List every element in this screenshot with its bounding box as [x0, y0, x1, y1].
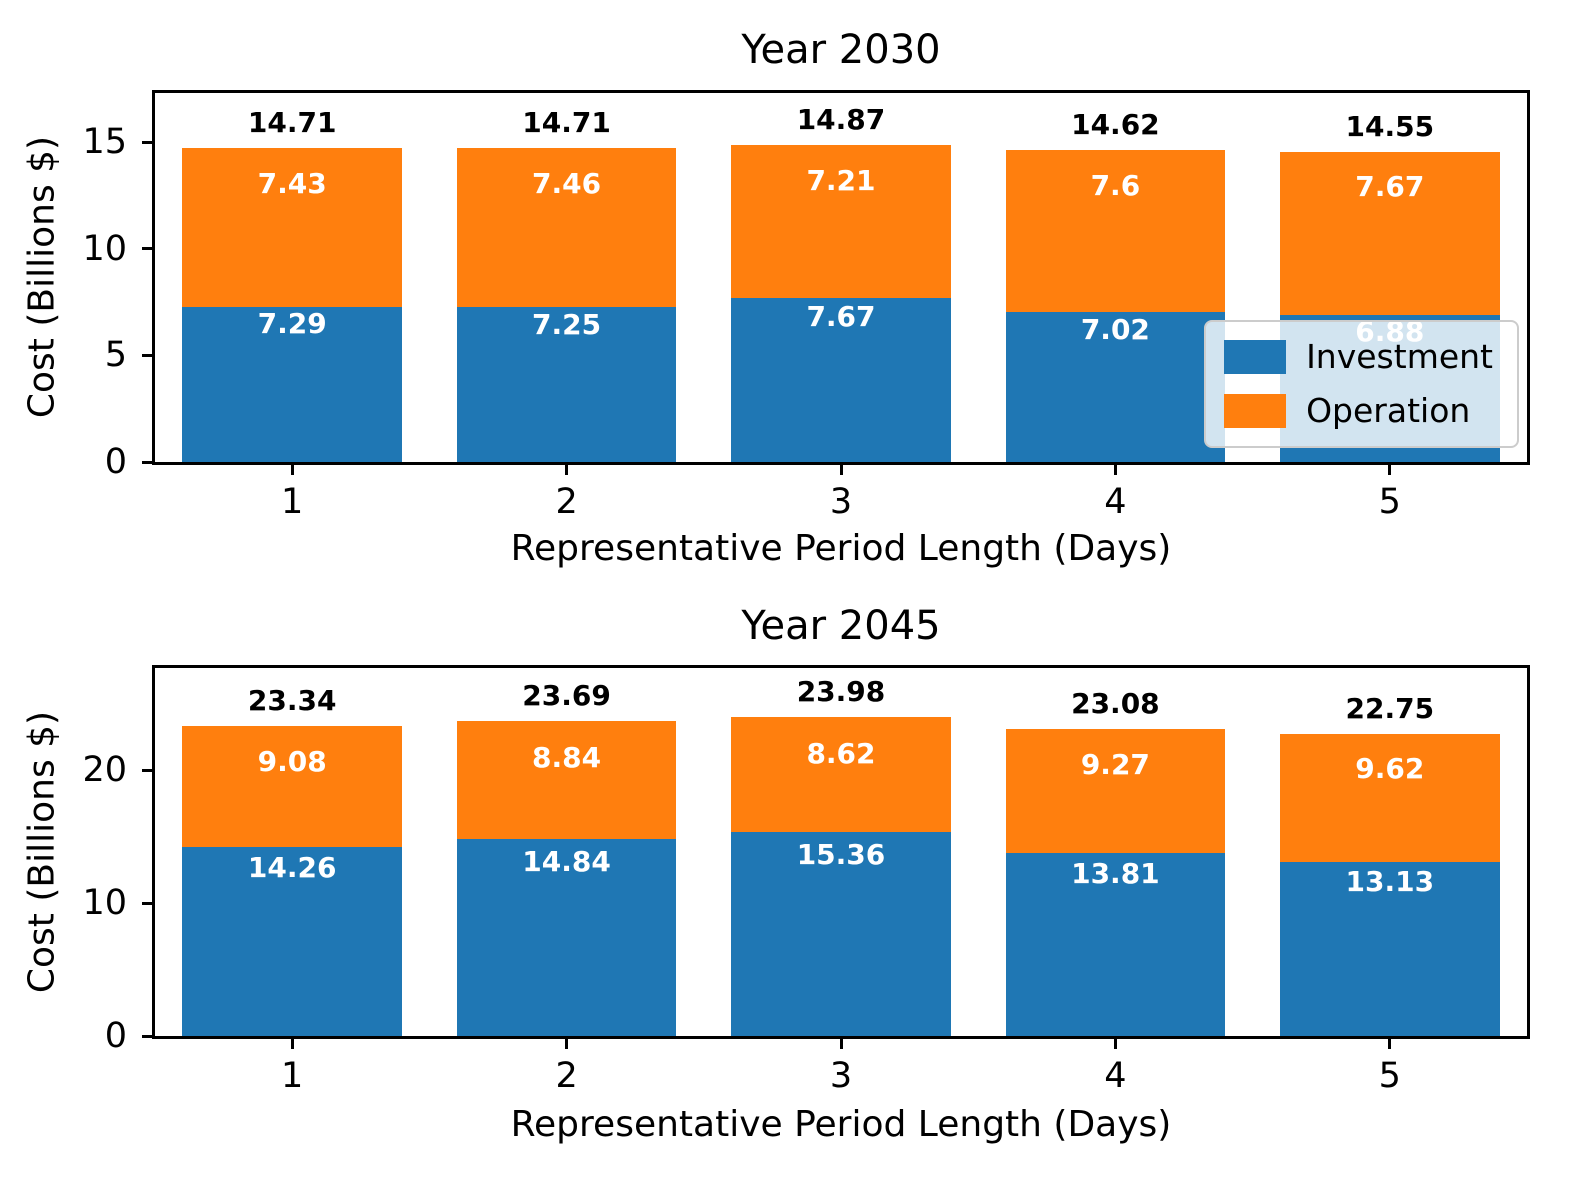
y-tick-label: 10 — [82, 228, 127, 269]
x-tick-label: 1 — [281, 482, 304, 522]
x-axis-label-2045: Representative Period Length (Days) — [510, 1104, 1172, 1145]
bar-total-label: 14.62 — [1071, 108, 1160, 142]
x-tick-mark — [839, 465, 843, 475]
bar-total-label: 14.71 — [522, 106, 611, 140]
bar-segment-investment — [456, 307, 677, 462]
bar-segment-investment — [731, 298, 951, 462]
bar-value-label-investment: 7.67 — [806, 300, 876, 334]
bar-value-label-operation: 7.6 — [1090, 169, 1141, 203]
bar-segment-operation — [456, 721, 677, 839]
bar-segment-operation — [1280, 733, 1500, 862]
bar-segment-operation — [1280, 151, 1500, 316]
x-tick-label: 1 — [281, 1056, 304, 1096]
x-tick-mark — [290, 465, 294, 475]
y-tick-label: 5 — [104, 335, 127, 376]
y-tick-label: 15 — [82, 122, 127, 163]
legend-label-investment: Investment — [1306, 337, 1493, 376]
bar-segment-operation — [182, 725, 402, 847]
y-tick-mark — [142, 353, 152, 357]
x-tick-label: 3 — [829, 1056, 853, 1096]
bar-segment-operation — [1005, 150, 1226, 313]
x-tick-mark — [290, 1039, 294, 1049]
y-tick-mark — [142, 460, 152, 464]
y-tick-mark — [142, 247, 152, 251]
x-tick-label: 3 — [829, 482, 853, 522]
bar-value-label-investment: 15.36 — [796, 838, 886, 872]
plot-area-2030: Investment Operation 0 5 10 15 1 7.29 7.43 14.7… — [82, 90, 1530, 522]
legend-item-investment: Investment — [1224, 338, 1493, 376]
bar-value-label-operation: 7.46 — [532, 167, 602, 201]
bar-value-label-investment: 13.81 — [1071, 856, 1160, 890]
y-tick-mark — [142, 140, 152, 144]
x-tick-mark — [1113, 1039, 1117, 1049]
bar-segment-investment — [456, 838, 677, 1036]
bar-segment-investment — [1005, 312, 1226, 462]
bar-segment-investment — [731, 831, 951, 1036]
bar-value-label-investment: 13.13 — [1345, 864, 1435, 898]
y-tick-label: 0 — [104, 442, 127, 482]
panel-year-2045: Year 2045 Cost (Billions $) 0 10 20 1 14.26 9… — [0, 592, 1577, 1183]
bar-value-label-operation: 9.08 — [257, 744, 327, 778]
bar-total-label: 14.87 — [796, 102, 886, 136]
x-tick-label: 2 — [555, 1056, 578, 1096]
y-tick-label: 20 — [82, 750, 127, 791]
bar-total-label: 14.71 — [247, 106, 337, 140]
legend-swatch-operation-icon — [1224, 394, 1287, 428]
bar-segment-operation — [1005, 729, 1226, 853]
x-tick-mark — [839, 1039, 843, 1049]
bar-total-label: 23.69 — [522, 679, 611, 713]
plot-area-2045: 0 10 20 1 14.26 9.08 23.34 2 14.84 8.84 23.69 3 15.3… — [82, 665, 1530, 1096]
bar-total-label: 14.55 — [1345, 109, 1435, 143]
bar-value-label-operation: 8.84 — [532, 740, 602, 774]
bar-segment-investment — [1280, 861, 1500, 1036]
bar-segment-investment — [182, 306, 402, 462]
x-tick-mark — [1388, 465, 1392, 475]
bar-value-label-investment: 14.84 — [522, 844, 611, 878]
x-tick-mark — [1388, 1039, 1392, 1049]
x-tick-mark — [1113, 465, 1117, 475]
bar-value-label-investment: 7.25 — [532, 308, 602, 342]
chart-title-2045: Year 2045 — [741, 603, 941, 649]
bar-value-label-operation: 7.67 — [1355, 170, 1425, 204]
bar-segment-operation — [731, 717, 951, 832]
bar-value-label-operation: 8.62 — [806, 737, 876, 771]
y-tick-mark — [142, 1034, 152, 1038]
chart-title-2030: Year 2030 — [741, 27, 941, 73]
legend-swatch-investment-icon — [1224, 340, 1287, 374]
x-tick-label: 4 — [1104, 1056, 1127, 1096]
bar-value-label-investment: 7.29 — [257, 307, 327, 341]
x-tick-label: 4 — [1104, 482, 1127, 522]
bar-total-label: 23.34 — [247, 683, 337, 717]
bar-total-label: 22.75 — [1345, 691, 1435, 725]
bar-value-label-investment: 7.02 — [1080, 312, 1150, 346]
y-tick-label: 10 — [82, 883, 127, 924]
bar-segment-operation — [731, 144, 951, 299]
legend: Investment Operation — [1204, 320, 1519, 448]
y-tick-label: 0 — [104, 1016, 127, 1056]
x-axis-label-2030: Representative Period Length (Days) — [510, 528, 1172, 569]
bar-total-label: 23.08 — [1071, 687, 1160, 721]
bar-value-label-operation: 9.62 — [1355, 751, 1425, 785]
y-tick-mark — [142, 901, 152, 905]
x-tick-mark — [565, 1039, 569, 1049]
bar-segment-investment — [1005, 852, 1226, 1036]
bar-segment-operation — [456, 148, 677, 308]
bar-segment-operation — [182, 148, 402, 307]
x-tick-label: 2 — [555, 482, 578, 522]
bar-total-label: 23.98 — [796, 675, 886, 709]
legend-label-operation: Operation — [1306, 391, 1471, 430]
y-axis-label-2030: Cost (Billions $) — [21, 135, 63, 419]
x-tick-label: 5 — [1378, 482, 1401, 522]
bar-value-label-operation: 7.21 — [806, 164, 876, 198]
y-tick-mark — [142, 768, 152, 772]
legend-item-operation: Operation — [1224, 392, 1493, 430]
x-tick-mark — [565, 465, 569, 475]
bar-value-label-investment: 14.26 — [247, 851, 337, 885]
bar-value-label-operation: 9.27 — [1080, 747, 1150, 781]
panel-year-2030: Year 2030 Cost (Billions $) Investment O… — [21, 27, 1530, 569]
x-tick-label: 5 — [1378, 1056, 1401, 1096]
bar-segment-investment — [182, 846, 402, 1036]
bar-value-label-operation: 7.43 — [257, 167, 327, 201]
